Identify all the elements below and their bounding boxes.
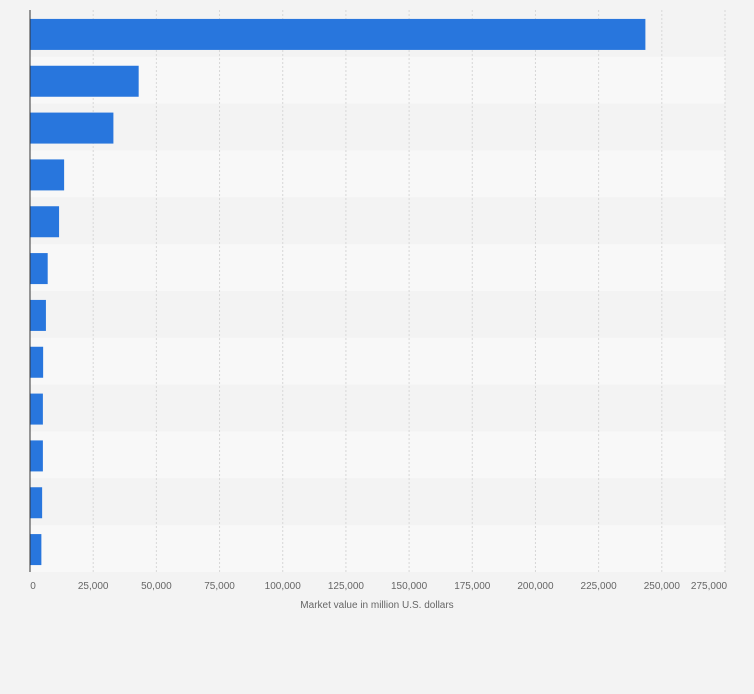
bar [30, 206, 60, 238]
row-band [30, 56, 725, 104]
x-tick-label: 50,000 [141, 581, 172, 592]
row-band [30, 244, 725, 291]
row-band [30, 291, 725, 338]
row-band [30, 431, 725, 479]
x-tick-label: 75,000 [204, 581, 235, 592]
row-band [30, 197, 725, 245]
x-tick-label: 200,000 [517, 581, 554, 592]
bars [30, 18, 646, 566]
row-band [30, 525, 725, 572]
x-tick-label: 225,000 [581, 581, 618, 592]
bar [30, 299, 46, 331]
bar [30, 440, 43, 472]
bar [30, 346, 44, 378]
bar [30, 159, 65, 191]
x-tick-label: 25,000 [78, 581, 109, 592]
row-band [30, 384, 725, 432]
x-tick-label: 150,000 [391, 581, 428, 592]
x-tick-label: 100,000 [265, 581, 302, 592]
x-axis-title: Market value in million U.S. dollars [300, 600, 453, 611]
row-band [30, 478, 725, 526]
bar [30, 65, 139, 97]
row-band [30, 150, 725, 198]
bar [30, 253, 48, 285]
x-tick-label: 275,000 [691, 581, 728, 592]
x-tick-label: 125,000 [328, 581, 365, 592]
row-band [30, 337, 725, 385]
grid-lines [92, 10, 726, 572]
x-tick-label: 250,000 [644, 581, 681, 592]
bar [30, 18, 646, 50]
x-tick-label: 0 [30, 581, 36, 592]
bar [30, 112, 114, 144]
x-tick-labels: 0 25,000 50,000 75,000 100,000 125,000 150,000… [30, 581, 727, 592]
row-band [30, 103, 725, 151]
x-tick-label: 175,000 [454, 581, 491, 592]
bar [30, 393, 43, 425]
bar [30, 487, 43, 519]
row-bands [30, 10, 725, 572]
bar [30, 534, 42, 566]
